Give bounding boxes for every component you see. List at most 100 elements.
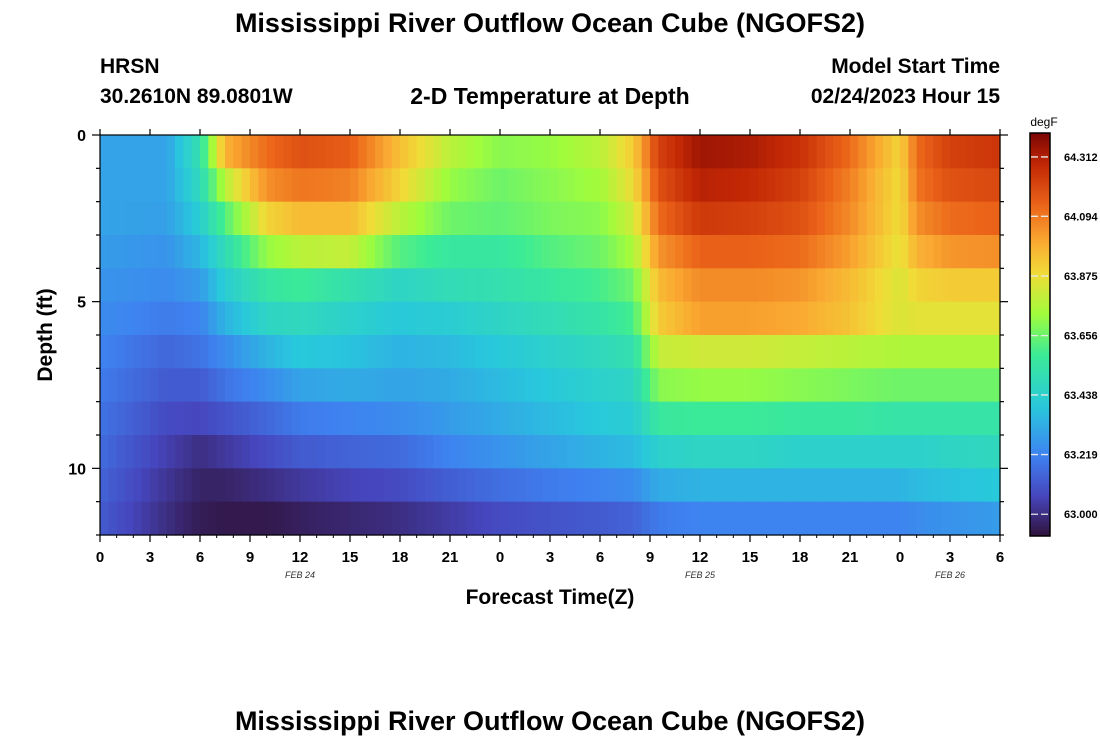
heatmap-cell — [450, 368, 459, 403]
heatmap-cell — [400, 335, 409, 369]
heatmap-cell — [791, 435, 801, 469]
heatmap-cell — [225, 501, 234, 536]
heatmap-cell — [708, 301, 718, 336]
heatmap-cell — [108, 368, 118, 403]
heatmap-cell — [741, 268, 751, 303]
heatmap-cell — [283, 368, 293, 403]
heatmap-cell — [550, 201, 559, 236]
heatmap-cell — [250, 268, 259, 303]
heatmap-cell — [275, 468, 284, 503]
heatmap-cell — [883, 201, 893, 236]
heatmap-cell — [516, 435, 526, 469]
heatmap-cell — [483, 368, 493, 403]
heatmap-cell — [766, 135, 776, 169]
heatmap-cell — [641, 435, 651, 469]
heatmap-cell — [625, 501, 634, 536]
heatmap-cell — [325, 435, 334, 469]
heatmap-cell — [775, 368, 784, 403]
heatmap-cell — [191, 268, 201, 303]
heatmap-cell — [100, 401, 109, 436]
heatmap-cell — [583, 235, 593, 269]
heatmap-cell — [141, 501, 151, 536]
heatmap-cell — [783, 168, 793, 203]
heatmap-cell — [558, 201, 568, 236]
heatmap-cell — [300, 435, 309, 469]
heatmap-cell — [858, 268, 868, 303]
heatmap-cell — [825, 301, 834, 336]
heatmap-cell — [241, 435, 251, 469]
heatmap-cell — [333, 168, 343, 203]
heatmap-cell — [183, 135, 193, 169]
heatmap-cell — [250, 501, 259, 536]
heatmap-cell — [366, 501, 376, 536]
heatmap-cell — [750, 268, 759, 303]
heatmap-cell — [625, 468, 634, 503]
heatmap-cell — [841, 335, 851, 369]
heatmap-cell — [258, 268, 268, 303]
heatmap-cell — [850, 468, 859, 503]
heatmap-cell — [800, 301, 809, 336]
heatmap-cell — [191, 168, 201, 203]
heatmap-cell — [741, 301, 751, 336]
heatmap-cell — [941, 301, 951, 336]
heatmap-cell — [433, 201, 443, 236]
heatmap-cell — [616, 401, 626, 436]
heatmap-cell — [116, 368, 126, 403]
heatmap-cell — [191, 368, 201, 403]
heatmap-cell — [100, 368, 109, 403]
heatmap-cell — [116, 135, 126, 169]
heatmap-cell — [858, 435, 868, 469]
heatmap-cell — [958, 268, 968, 303]
x-tick-label: 12 — [692, 549, 709, 566]
heatmap-cell — [408, 135, 418, 169]
heatmap-cell — [233, 201, 243, 236]
heatmap-cell — [933, 268, 943, 303]
heatmap-cell — [450, 468, 459, 503]
heatmap-cell — [483, 468, 493, 503]
heatmap-cell — [491, 501, 501, 536]
heatmap-cell — [550, 168, 559, 203]
heatmap-cell — [616, 368, 626, 403]
heatmap-cell — [275, 135, 284, 169]
heatmap-cell — [450, 168, 459, 203]
heatmap-cell — [358, 401, 368, 436]
heatmap-cell — [316, 435, 326, 469]
heatmap-cell — [983, 368, 993, 403]
heatmap-cell — [491, 468, 501, 503]
heatmap-cell — [991, 335, 1001, 369]
heatmap-cell — [533, 435, 543, 469]
heatmap-cell — [908, 435, 918, 469]
heatmap-cell — [908, 468, 918, 503]
heatmap-cell — [533, 168, 543, 203]
heatmap-cell — [608, 301, 618, 336]
heatmap-cell — [966, 301, 976, 336]
heatmap-cell — [366, 435, 376, 469]
heatmap-cell — [950, 201, 959, 236]
heatmap-cell — [175, 335, 184, 369]
heatmap-cell — [833, 168, 843, 203]
heatmap-cell — [658, 501, 668, 536]
heatmap-cell — [158, 168, 168, 203]
heatmap-cell — [266, 368, 276, 403]
heatmap-cell — [383, 435, 393, 469]
heatmap-cell — [966, 368, 976, 403]
heatmap-cell — [583, 301, 593, 336]
heatmap-cell — [666, 268, 676, 303]
heatmap-cell — [816, 235, 826, 269]
x-tick-label: 18 — [392, 549, 409, 566]
heatmap-cell — [816, 135, 826, 169]
heatmap-cell — [100, 268, 109, 303]
heatmap-cell — [733, 468, 743, 503]
heatmap-cell — [150, 168, 159, 203]
heatmap-cell — [191, 201, 201, 236]
heatmap-cell — [500, 501, 509, 536]
heatmap-cell — [783, 368, 793, 403]
heatmap-cell — [383, 135, 393, 169]
heatmap-cell — [308, 235, 318, 269]
heatmap-cell — [241, 501, 251, 536]
heatmap-cell — [400, 301, 409, 336]
heatmap-cell — [708, 401, 718, 436]
heatmap-cell — [900, 168, 909, 203]
heatmap-cell — [408, 201, 418, 236]
heatmap-cell — [433, 135, 443, 169]
